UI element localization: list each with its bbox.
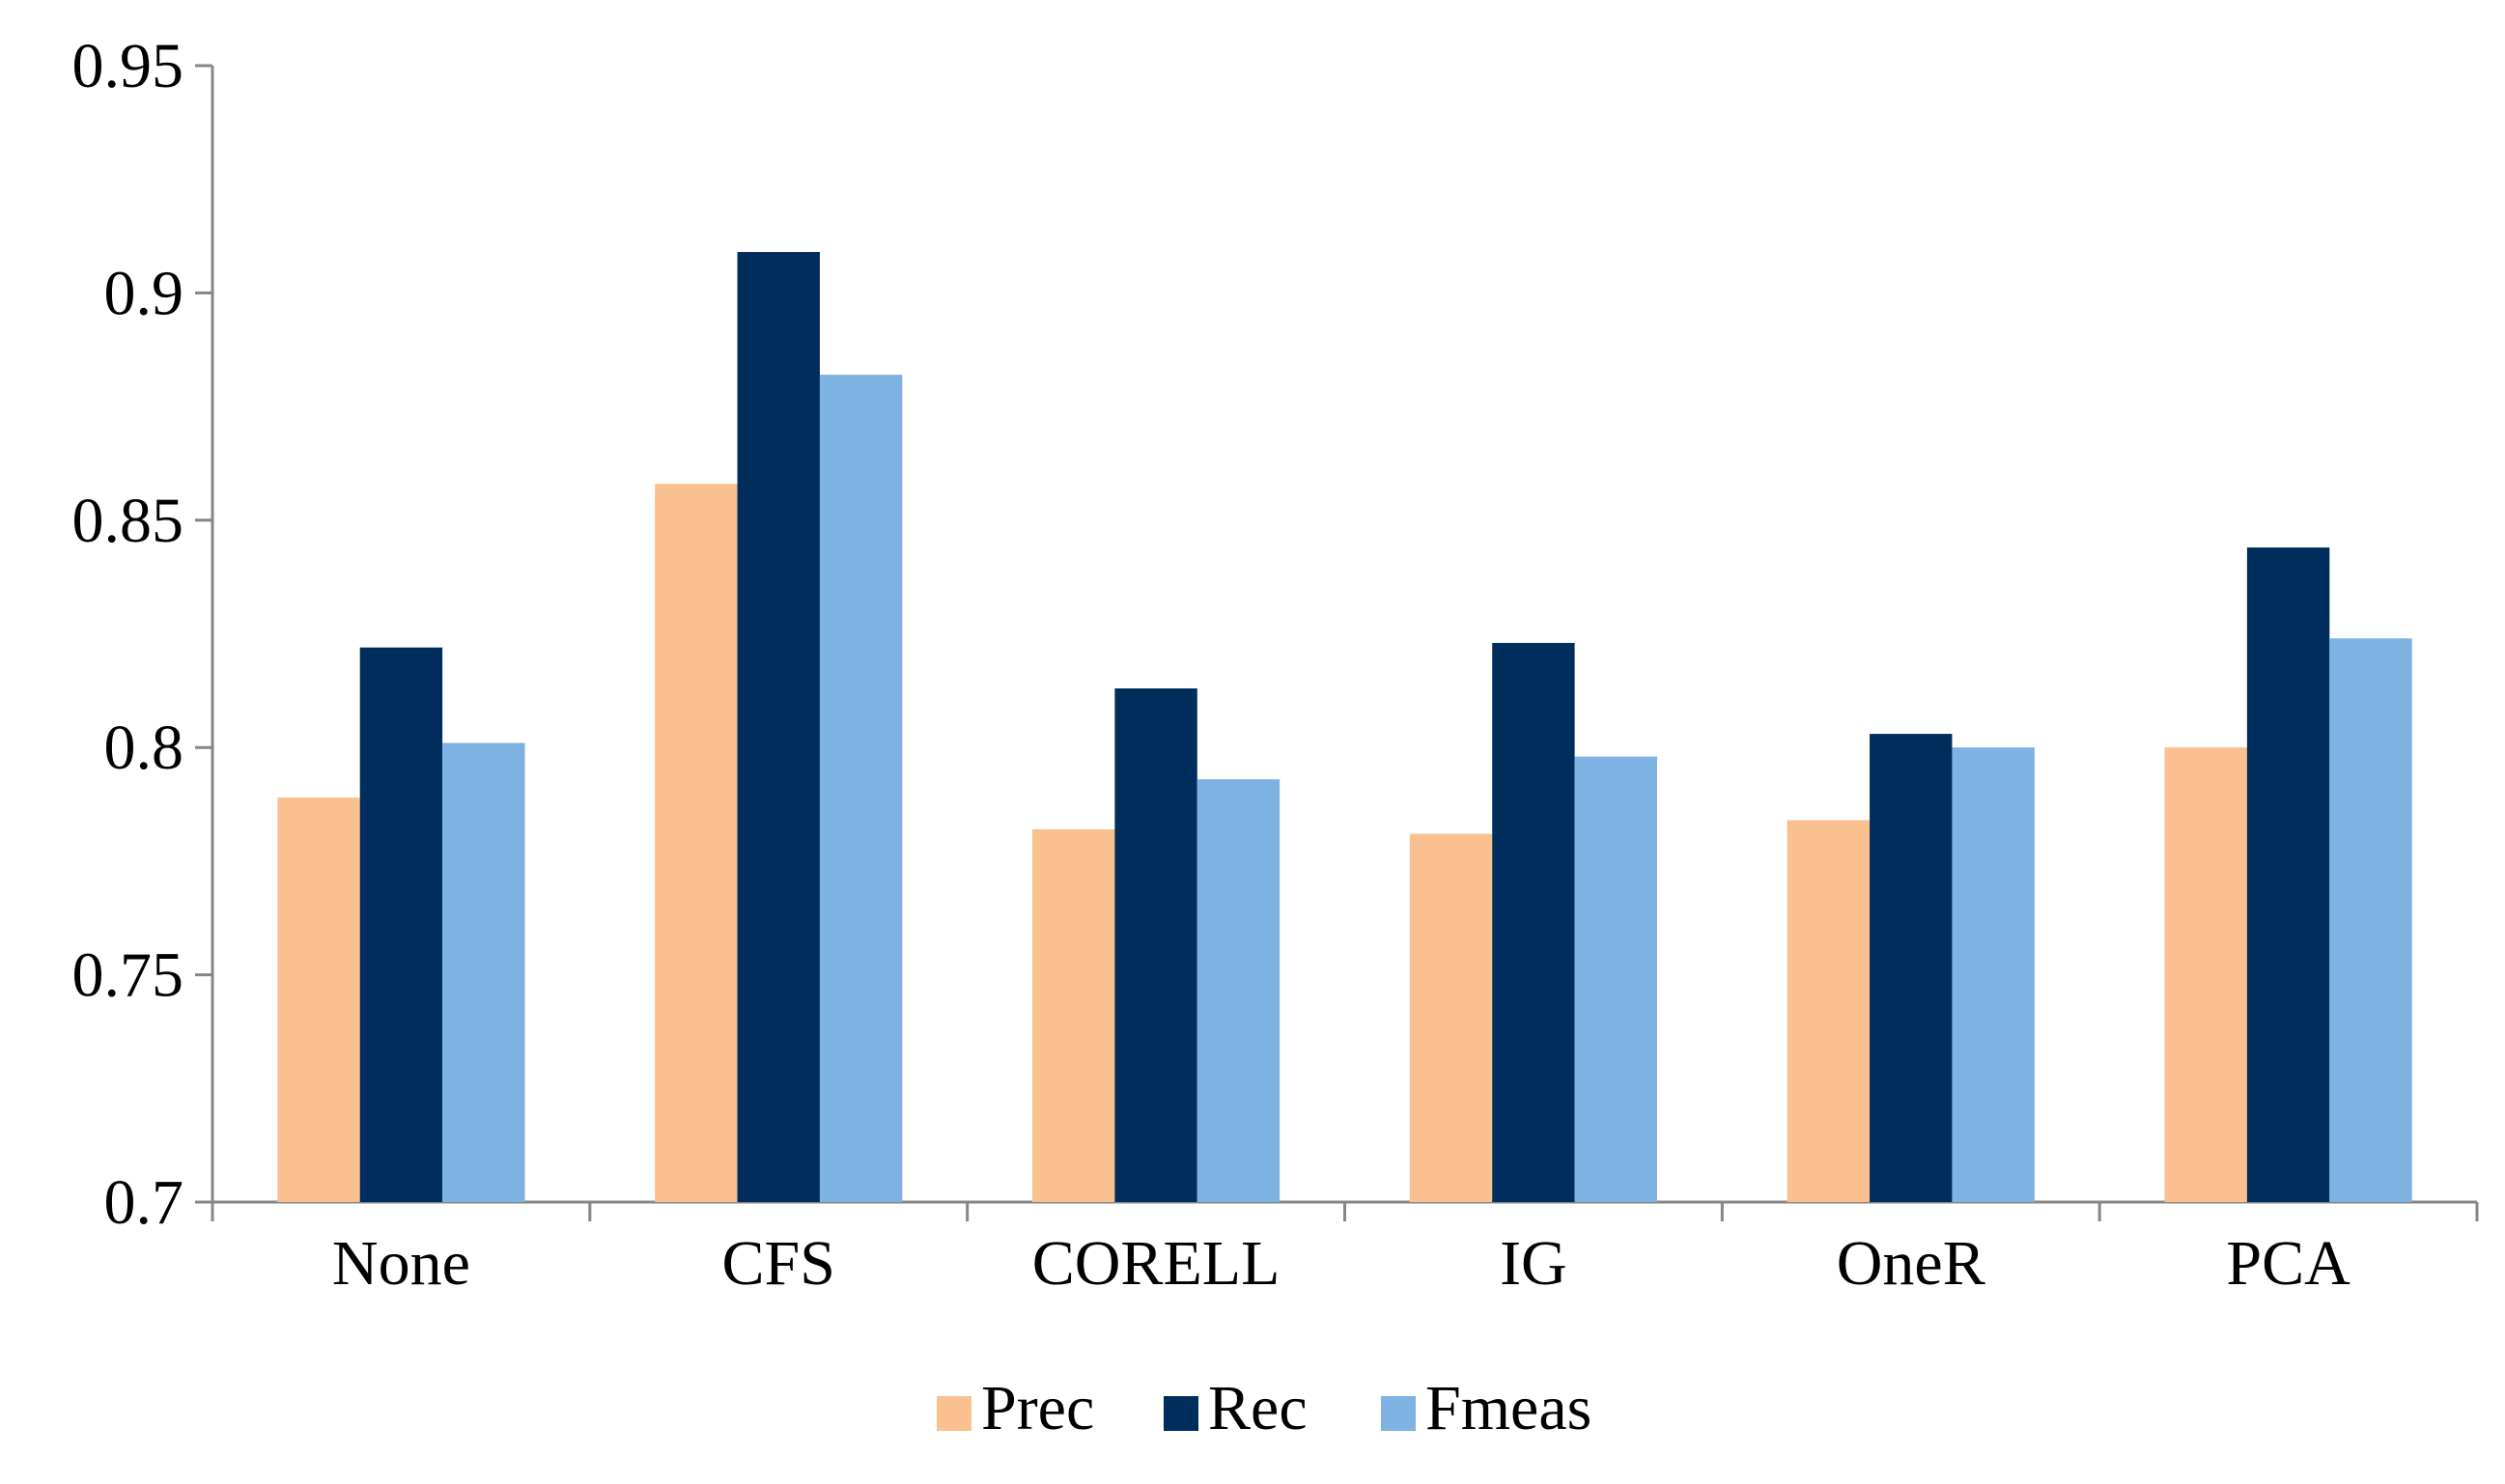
y-tick-label: 0.7 [104, 1167, 184, 1238]
x-category-label: OneR [1837, 1228, 1985, 1299]
bar-fmeas-corell [1196, 779, 1281, 1202]
axes [195, 64, 2479, 1221]
legend: Prec Rec Fmeas [937, 1373, 1591, 1443]
x-category-label: None [332, 1228, 470, 1299]
x-category-label: CORELL [1032, 1228, 1281, 1299]
x-category-label: PCA [2226, 1228, 2350, 1299]
bar-rec-pca [2246, 547, 2330, 1202]
bar-fmeas-ig [1574, 756, 1658, 1202]
bar-rec-ig [1492, 642, 1575, 1202]
bar-fmeas-none [442, 742, 525, 1202]
y-tick-label: 0.75 [72, 940, 184, 1011]
bar-rec-oner [1870, 734, 1953, 1202]
bar-fmeas-cfs [819, 375, 903, 1202]
bar-prec-corell [1031, 828, 1115, 1202]
legend-label-prec: Prec [981, 1373, 1094, 1443]
y-tick-labels: 0.7 0.75 0.8 0.85 0.9 0.95 [72, 31, 184, 1238]
legend-swatch-rec [1164, 1396, 1198, 1431]
bar-fmeas-oner [1952, 747, 2035, 1202]
y-tick-label: 0.9 [104, 258, 184, 328]
bar-prec-ig [1409, 833, 1493, 1202]
bar-rec-none [359, 647, 443, 1202]
legend-swatch-prec [937, 1396, 971, 1431]
y-tick-label: 0.95 [72, 31, 184, 101]
bar-rec-corell [1114, 687, 1197, 1202]
x-category-labels: None CFS CORELL IG OneR PCA [332, 1228, 2350, 1299]
bar-prec-oner [1787, 820, 1871, 1202]
bar-prec-pca [2164, 747, 2247, 1202]
bars [277, 252, 2412, 1202]
bar-fmeas-pca [2329, 638, 2412, 1202]
y-tick-label: 0.8 [104, 713, 184, 783]
y-tick-label: 0.85 [72, 486, 184, 556]
x-category-label: CFS [722, 1228, 835, 1299]
legend-label-fmeas: Fmeas [1425, 1373, 1591, 1443]
legend-swatch-fmeas [1381, 1396, 1416, 1431]
x-category-label: IG [1500, 1228, 1567, 1299]
legend-label-rec: Rec [1208, 1373, 1308, 1443]
bar-prec-cfs [655, 484, 738, 1202]
bar-rec-cfs [737, 252, 820, 1202]
bar-prec-none [277, 797, 360, 1202]
